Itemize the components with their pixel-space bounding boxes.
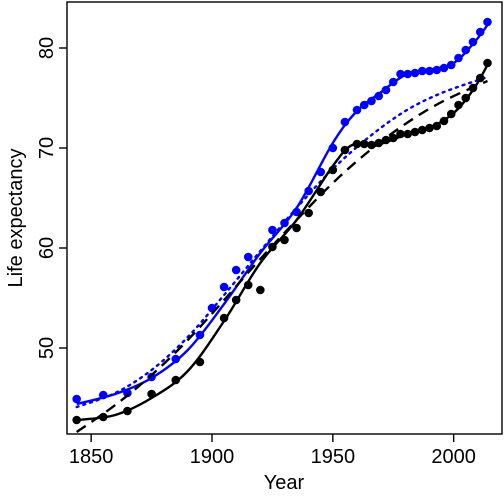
data-point — [367, 140, 376, 150]
data-point — [410, 127, 420, 137]
data-point — [439, 116, 449, 126]
data-point — [417, 66, 427, 76]
data-point — [292, 207, 301, 217]
data-point — [243, 280, 253, 290]
data-point — [304, 208, 313, 218]
data-point — [195, 357, 205, 367]
data-point — [388, 133, 398, 143]
data-point — [231, 295, 241, 305]
data-point — [483, 58, 492, 68]
data-point — [381, 135, 391, 145]
data-point — [268, 242, 277, 252]
data-point — [72, 394, 81, 404]
data-point — [98, 412, 108, 422]
data-point — [280, 235, 289, 245]
data-point — [147, 389, 156, 399]
smooth-line — [76, 24, 489, 406]
data-point — [454, 53, 463, 63]
data-point — [439, 63, 449, 73]
data-point — [403, 69, 413, 79]
data-point — [72, 415, 81, 425]
data-point — [352, 105, 362, 115]
data-point — [171, 354, 181, 364]
data-point — [352, 139, 362, 149]
data-point — [432, 65, 442, 75]
data-point — [410, 68, 420, 78]
data-point — [219, 313, 229, 323]
x-axis: 1850 1900 1950 2000 — [69, 434, 476, 468]
data-point — [328, 165, 338, 175]
data-point — [425, 66, 434, 76]
series-1 — [72, 17, 492, 409]
data-point — [425, 123, 434, 133]
y-axis-title: Life expectancy — [5, 149, 27, 288]
data-point — [195, 330, 205, 340]
data-point — [381, 85, 391, 95]
y-axis: 50 60 70 80 — [36, 37, 67, 359]
data-point — [475, 73, 485, 83]
series-layer — [72, 17, 492, 433]
data-point — [316, 167, 326, 177]
data-point — [359, 100, 369, 110]
trend-line — [76, 79, 488, 433]
x-tick-label: 2000 — [431, 446, 476, 468]
data-point — [374, 91, 384, 101]
data-point — [468, 83, 478, 93]
plot-frame — [66, 1, 503, 435]
data-point — [98, 390, 108, 400]
data-point — [454, 100, 463, 110]
data-point — [374, 138, 384, 148]
x-tick-label: 1850 — [69, 446, 114, 468]
y-tick-label: 60 — [36, 237, 58, 259]
data-point — [468, 37, 478, 47]
data-point — [292, 223, 301, 233]
data-point — [231, 265, 241, 275]
data-point — [367, 96, 376, 106]
x-tick-label: 1900 — [190, 446, 235, 468]
data-point — [432, 121, 442, 131]
data-point — [268, 225, 277, 235]
data-point — [280, 218, 289, 228]
data-point — [396, 129, 405, 139]
data-point — [417, 125, 427, 135]
data-point — [461, 45, 471, 55]
data-point — [219, 282, 229, 292]
data-point — [359, 139, 369, 149]
data-point — [461, 93, 471, 103]
data-point — [475, 27, 485, 37]
data-point — [256, 285, 265, 295]
data-point — [446, 109, 456, 119]
y-tick-label: 70 — [36, 137, 58, 159]
data-point — [340, 117, 350, 127]
data-point — [147, 372, 156, 382]
data-point — [123, 406, 132, 416]
data-point — [243, 252, 253, 262]
data-point — [171, 375, 181, 385]
data-point — [403, 129, 413, 139]
y-tick-label: 50 — [36, 337, 58, 359]
data-point — [388, 77, 398, 87]
data-point — [328, 143, 338, 153]
trend-line — [75, 75, 489, 409]
data-point — [304, 186, 313, 196]
data-point — [316, 187, 326, 197]
data-point — [396, 69, 405, 79]
x-tick-label: 1950 — [311, 446, 356, 468]
x-axis-title: Year — [264, 472, 305, 494]
series-2 — [72, 58, 492, 433]
data-point — [340, 145, 350, 155]
data-point — [483, 17, 492, 27]
y-tick-label: 80 — [36, 37, 58, 59]
data-point — [446, 60, 456, 70]
